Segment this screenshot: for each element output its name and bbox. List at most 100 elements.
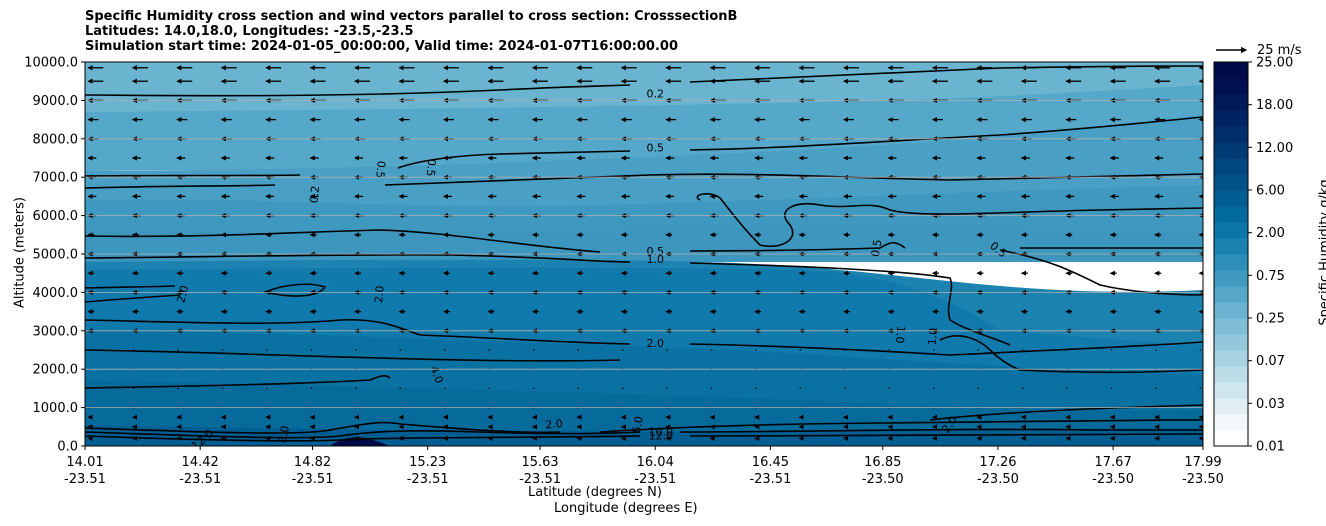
x-tick-label-lat: 14.82 (294, 455, 331, 470)
contour-labels: 0.20.50.51.02.00.20.5 0.50.5 0.52.0 2.01.0 1… (174, 88, 1009, 446)
contour-2.0-oval (262, 283, 327, 297)
contour-0.5-right-dip (999, 249, 1203, 296)
x-tick-label-lat: 17.99 (1184, 455, 1221, 470)
contour-label: 0.2 (308, 185, 322, 204)
y-tick-label: 7000.0 (33, 171, 79, 186)
colorbar-segment (1214, 142, 1248, 159)
x-axis-label-longitude: Longitude (degrees E) (554, 501, 698, 516)
colorbar-segment (1214, 350, 1248, 367)
colorbar-segment (1214, 366, 1248, 383)
contour-label: 2.0 (646, 337, 664, 350)
y-tick-label: 5000.0 (33, 248, 79, 263)
colorbar-tick-label: 18.00 (1256, 98, 1293, 113)
x-tick-label-lon: -23.51 (292, 472, 334, 487)
x-tick-label-lat: 16.04 (637, 455, 674, 470)
contour-label: 2.0 (174, 284, 191, 304)
chart-title-line-1: Specific Humidity cross section and wind… (85, 9, 738, 24)
colorbar-tick-label: 0.75 (1256, 269, 1285, 284)
grid-lines (85, 100, 1203, 409)
x-tick-label-lat: 15.23 (409, 455, 446, 470)
colorbar-segment (1214, 110, 1248, 127)
colorbar-segment (1214, 238, 1248, 255)
y-tick-label: 10000.0 (24, 56, 78, 71)
contour-label: 6.0 (630, 415, 646, 434)
colorbar-tick-label: 6.00 (1256, 184, 1285, 199)
x-tick-label-lat: 16.85 (864, 455, 901, 470)
x-tick-label-lon: -23.51 (749, 472, 791, 487)
colorbar-segment (1214, 286, 1248, 303)
y-tick-label: 2000.0 (33, 363, 79, 378)
colorbar-tick-label: 25.00 (1256, 56, 1293, 71)
colorbar-segment (1214, 206, 1248, 223)
chart-title-line-3: Simulation start time: 2024-01-05_00:00:… (85, 39, 678, 54)
x-tick-label-lon: -23.50 (977, 472, 1019, 487)
contour-label: 10.0 (649, 426, 674, 439)
colorbar-segment (1214, 222, 1248, 239)
contour-label: 0.5 (646, 245, 664, 258)
contour-label: 0.2 (646, 88, 664, 101)
contour-0.5-blob-right (696, 193, 1203, 247)
contour-label: 0.5 (424, 158, 438, 177)
y-axis-ticks: 0.0 1000.0 2000.0 3000.0 4000.0 5000.0 6000.0 7… (24, 56, 85, 455)
colorbar-tick-label: 12.00 (1256, 141, 1293, 156)
y-axis-label: Altitude (meters) (12, 197, 28, 308)
colorbar-segment (1214, 78, 1248, 95)
x-tick-label-lat: 17.67 (1095, 455, 1132, 470)
contour-label: 0.5 (373, 160, 387, 179)
x-tick-label-lon: -23.50 (862, 472, 904, 487)
x-tick-label-lon: -23.50 (1182, 472, 1224, 487)
colorbar-segment (1214, 382, 1248, 399)
colorbar-segment (1214, 414, 1248, 431)
colorbar-segment (1214, 254, 1248, 271)
x-tick-label-lat: 16.45 (752, 455, 789, 470)
y-tick-label: 9000.0 (33, 94, 79, 109)
x-tick-label-lon: -23.51 (179, 472, 221, 487)
plot-area: 0.20.50.51.02.00.20.5 0.50.5 0.52.0 2.01.0 1… (85, 62, 1203, 446)
colorbar-tick-label: 2.00 (1256, 226, 1285, 241)
colorbar-segment (1214, 430, 1248, 447)
quiver-key-label: 25 m/s (1257, 43, 1302, 58)
x-tick-label-lat: 15.63 (521, 455, 558, 470)
contour-label: 1.0 (926, 327, 940, 346)
colorbar (1214, 62, 1248, 447)
contour-label: 2.0 (545, 417, 564, 431)
x-tick-label-lon: -23.51 (634, 472, 676, 487)
contour-2.0-3000 (85, 318, 1203, 356)
contour-2.0-rise (929, 404, 1203, 421)
colorbar-segment (1214, 174, 1248, 191)
contour-4.0-1500 (85, 375, 391, 389)
colorbar-segment (1214, 126, 1248, 143)
contour-label: 8.0 (276, 425, 292, 444)
colorbar-segment (1214, 94, 1248, 111)
x-axis-ticks: 14.01 -23.51 14.42 -23.51 14.82 -23.51 15.23 -2… (64, 446, 1224, 487)
colorbar-label: Specific Humidity g/kg (1317, 179, 1326, 326)
x-tick-label-lon: -23.51 (64, 472, 106, 487)
contour-label: 2.0 (372, 285, 386, 304)
x-tick-label-lon: -23.51 (407, 472, 449, 487)
humidity-band-lower-mid (85, 227, 1203, 262)
y-tick-label: 3000.0 (33, 324, 79, 339)
colorbar-tick-label: 0.03 (1256, 397, 1285, 412)
colorbar-segment (1214, 158, 1248, 175)
x-tick-label-lat: 14.01 (66, 455, 103, 470)
colorbar-segment (1214, 62, 1248, 79)
x-tick-label-lon: -23.51 (519, 472, 561, 487)
contour-label: 1.0 (893, 325, 907, 344)
chart-title-line-2: Latitudes: 14.0,18.0, Longitudes: -23.5,… (85, 24, 414, 39)
contour-label: 12.0 (649, 429, 674, 442)
colorbar-segment (1214, 398, 1248, 415)
colorbar-segment (1214, 302, 1248, 319)
contour-6.0 (85, 428, 1203, 439)
contour-label: 0.5 (646, 141, 664, 154)
colorbar-ticks: 0.01 0.03 0.07 0.25 0.75 2.00 6.00 12.00 18.00 25… (1248, 56, 1293, 455)
colorbar-segment (1214, 190, 1248, 207)
contour-label: 1.0 (646, 253, 664, 266)
y-tick-label: 4000.0 (33, 286, 79, 301)
x-tick-label-lon: -23.50 (1092, 472, 1134, 487)
y-tick-label: 0.0 (57, 440, 78, 455)
contour-0.5-7000-left (85, 174, 301, 189)
y-tick-label: 6000.0 (33, 209, 79, 224)
contour-1.0-right-curl (939, 335, 1203, 374)
x-tick-label-lat: 14.42 (182, 455, 219, 470)
